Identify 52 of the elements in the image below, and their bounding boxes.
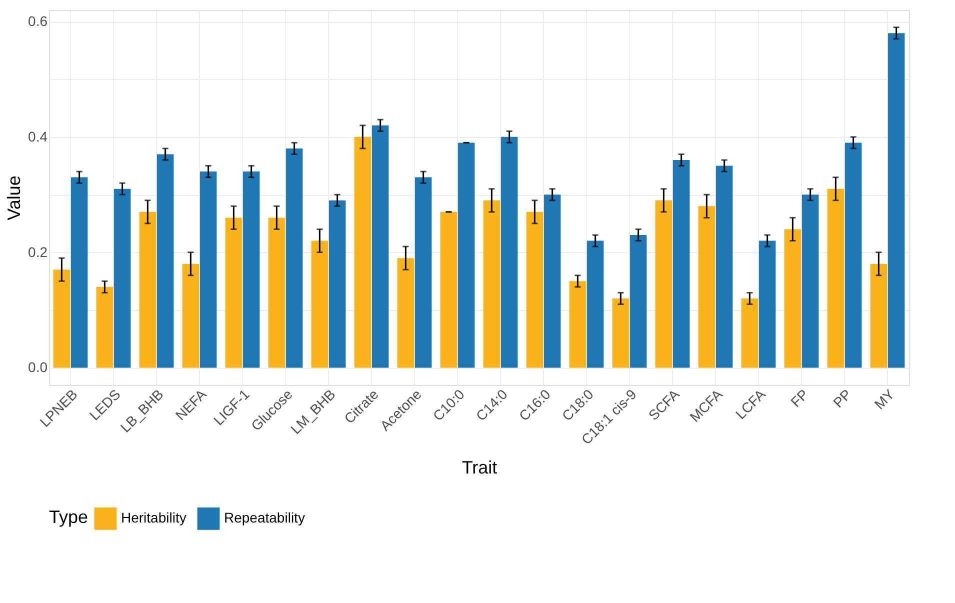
bar [200, 172, 217, 368]
bar [354, 136, 372, 368]
x-tick-label: MY [871, 386, 898, 412]
bar [458, 142, 475, 368]
bar [182, 264, 200, 368]
bar [844, 142, 862, 368]
y-tick-label: 0.4 [28, 128, 48, 144]
bar [397, 258, 414, 368]
bar [586, 240, 604, 368]
bar [311, 240, 328, 368]
x-tick-label: PP [830, 386, 854, 411]
bar [483, 200, 500, 368]
bar [268, 218, 286, 368]
bar [784, 229, 802, 368]
x-tick-label: FP [787, 386, 812, 410]
bar [888, 33, 905, 368]
bar [870, 264, 888, 368]
legend-label: Repeatability [224, 510, 305, 526]
bar [544, 194, 561, 368]
legend-label: Heritability [121, 510, 186, 526]
legend-title: Type [49, 507, 88, 527]
bar [672, 160, 690, 368]
bar [242, 172, 260, 368]
bar [612, 298, 630, 368]
bar [96, 286, 114, 368]
bar [500, 136, 518, 368]
y-tick-label: 0.2 [28, 244, 48, 260]
bar [440, 212, 458, 368]
bar [741, 298, 758, 368]
bar [372, 125, 389, 368]
bar [716, 166, 733, 368]
bar [114, 188, 131, 368]
bar [630, 235, 647, 368]
bar [225, 218, 242, 368]
bar [698, 206, 716, 368]
bar [156, 154, 174, 368]
bar [286, 148, 303, 368]
bar [758, 240, 776, 368]
y-tick-label: 0.0 [28, 359, 48, 376]
bar [328, 200, 346, 368]
bar [569, 281, 586, 368]
x-axis-title: Trait [462, 457, 498, 478]
bar [139, 212, 156, 368]
y-axis-title: Value [4, 176, 24, 220]
bar [53, 270, 70, 368]
bar [827, 188, 844, 368]
y-tick-label: 0.6 [28, 13, 48, 30]
bar [802, 194, 819, 368]
bar [655, 200, 672, 368]
bar [70, 177, 88, 368]
bar [414, 177, 432, 368]
bar [526, 212, 544, 368]
